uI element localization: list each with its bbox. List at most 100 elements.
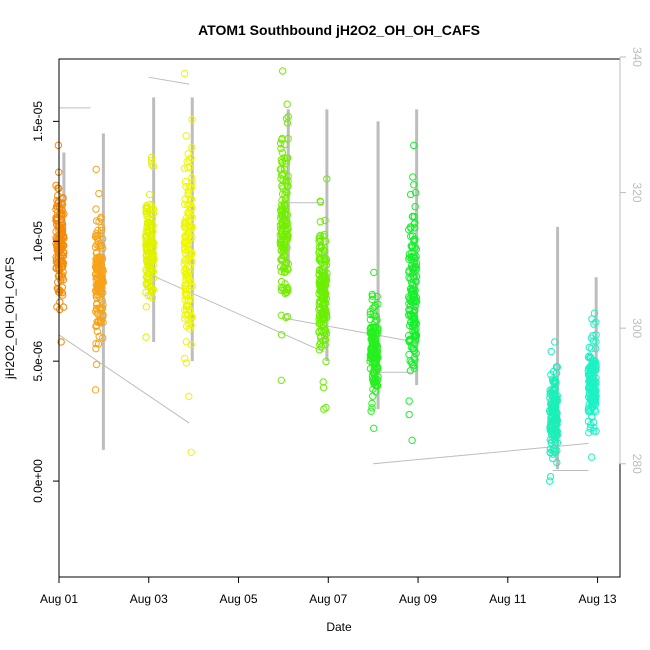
data-point	[552, 423, 560, 431]
data-point	[92, 249, 101, 258]
flight-series	[545, 226, 562, 485]
data-point	[278, 67, 287, 75]
data-point	[588, 359, 597, 367]
flight-series	[584, 277, 600, 461]
data-point	[316, 231, 325, 240]
data-point	[97, 213, 105, 221]
data-point	[405, 250, 414, 258]
data-point	[56, 258, 65, 266]
data-point	[322, 403, 330, 412]
data-point	[96, 309, 105, 317]
data-point	[99, 334, 107, 342]
data-point	[91, 270, 100, 279]
data-point	[53, 191, 62, 200]
data-point	[188, 257, 196, 266]
data-point	[411, 188, 420, 197]
data-point	[147, 224, 156, 233]
data-point	[373, 316, 381, 324]
y2-tick-label: 320	[630, 183, 644, 203]
data-point	[142, 333, 150, 341]
data-point	[410, 318, 419, 326]
data-point	[323, 175, 331, 183]
data-point	[283, 183, 292, 191]
data-point	[408, 264, 416, 273]
data-point	[315, 247, 324, 255]
data-point	[410, 364, 418, 372]
data-point	[92, 360, 101, 369]
data-point	[410, 141, 418, 150]
data-point	[319, 383, 328, 392]
data-point	[183, 157, 191, 166]
data-point	[370, 268, 378, 277]
data-point	[280, 238, 289, 246]
data-point	[181, 224, 190, 232]
data-point	[405, 397, 413, 405]
data-point	[405, 410, 413, 419]
data-point	[320, 405, 328, 413]
data-point	[553, 419, 561, 427]
data-point	[284, 154, 292, 162]
data-point	[148, 160, 156, 169]
flight-series	[366, 121, 382, 433]
data-point	[408, 285, 417, 294]
data-point	[405, 350, 413, 359]
data-point	[280, 169, 288, 177]
data-point	[184, 239, 193, 247]
data-point	[187, 195, 196, 203]
data-point	[186, 234, 194, 242]
data-point	[188, 143, 196, 151]
data-point	[585, 428, 593, 437]
data-point	[53, 242, 61, 251]
data-point	[552, 363, 561, 371]
flight-series	[405, 109, 421, 445]
x-tick-label: Aug 07	[309, 592, 347, 606]
data-point	[188, 115, 196, 124]
data-point	[93, 327, 102, 336]
data-point	[278, 225, 286, 233]
data-point	[181, 178, 190, 186]
data-point	[315, 328, 323, 336]
data-point	[92, 265, 100, 273]
data-point	[98, 253, 106, 261]
flight-series	[180, 69, 196, 456]
flight-series	[52, 141, 68, 346]
x-axis-label: Date	[326, 620, 352, 634]
data-point	[410, 331, 418, 340]
data-point	[92, 281, 100, 289]
data-point	[149, 274, 158, 282]
data-point	[546, 423, 554, 431]
data-point	[143, 232, 151, 241]
data-point	[411, 327, 419, 335]
data-point	[548, 375, 557, 383]
data-point	[180, 164, 189, 173]
data-point	[552, 432, 560, 440]
data-point	[182, 273, 191, 282]
x-tick-label: Aug 13	[579, 592, 617, 606]
data-point	[589, 331, 597, 340]
data-point	[369, 392, 377, 400]
data-point	[584, 353, 593, 361]
data-point	[550, 392, 558, 400]
data-point	[405, 321, 414, 330]
data-point	[369, 369, 378, 378]
data-point	[318, 311, 327, 320]
data-point	[146, 291, 155, 300]
data-point	[142, 273, 150, 281]
data-point	[549, 446, 557, 455]
data-point	[369, 309, 377, 317]
data-point	[277, 144, 285, 153]
data-point	[584, 417, 593, 426]
secondary-connector-line	[58, 334, 190, 424]
data-point	[278, 149, 287, 157]
data-point	[277, 211, 285, 219]
secondary-connector-line	[283, 317, 414, 343]
data-point	[276, 263, 285, 271]
data-point	[322, 306, 330, 315]
data-point	[318, 265, 327, 274]
data-point	[180, 257, 189, 265]
data-point	[405, 311, 413, 319]
data-point	[405, 305, 413, 314]
data-point	[147, 236, 155, 245]
data-point	[181, 233, 189, 242]
data-point	[317, 342, 326, 351]
